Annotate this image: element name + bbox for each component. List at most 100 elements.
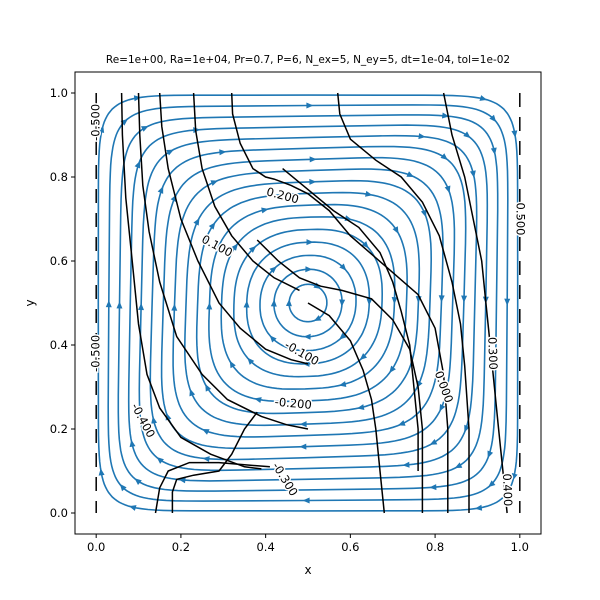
streamline-arrow bbox=[356, 404, 365, 411]
contour-line bbox=[256, 239, 424, 513]
streamline-arrow bbox=[440, 153, 448, 161]
streamline-arrow bbox=[463, 131, 471, 139]
streamline-arrow bbox=[309, 178, 317, 185]
streamline bbox=[259, 254, 357, 352]
y-tick-label: 0.6 bbox=[50, 254, 68, 268]
streamline-arrow bbox=[206, 302, 213, 310]
streamline-arrow bbox=[98, 468, 105, 476]
streamline-arrow bbox=[128, 505, 137, 511]
streamline-arrow bbox=[247, 357, 255, 365]
streamline-arrow bbox=[439, 403, 446, 412]
streamline-arrow bbox=[178, 477, 186, 484]
streamline bbox=[195, 191, 421, 415]
streamline-arrow bbox=[365, 190, 373, 197]
contour-label: -0.200 bbox=[274, 395, 312, 412]
plot-frame bbox=[74, 71, 542, 535]
y-tick-label: 0.0 bbox=[50, 506, 68, 520]
streamline-arrow bbox=[129, 439, 136, 448]
streamline-arrow bbox=[306, 102, 314, 109]
streamline-arrow bbox=[309, 156, 317, 163]
contour-line bbox=[230, 92, 449, 513]
streamline-arrow bbox=[202, 456, 210, 463]
streamline-arrow bbox=[302, 497, 310, 504]
streamline bbox=[97, 94, 519, 512]
contour-line bbox=[307, 302, 386, 514]
contour-label: 0.300 bbox=[485, 337, 500, 370]
streamline-arrow bbox=[389, 365, 396, 373]
streamline bbox=[160, 156, 456, 450]
contour-label: -0.500 bbox=[89, 335, 103, 372]
contour-line bbox=[120, 92, 262, 470]
streamline-arrow bbox=[151, 416, 158, 424]
streamline-arrow bbox=[138, 303, 145, 311]
streamline-arrow bbox=[441, 112, 450, 119]
streamline-arrow bbox=[406, 171, 415, 178]
streamline-arrow bbox=[269, 335, 277, 343]
streamline-arrow bbox=[402, 461, 410, 468]
streamline-arrow bbox=[98, 125, 105, 134]
streamline-arrow bbox=[261, 207, 269, 214]
streamline-arrow bbox=[133, 95, 142, 102]
contour-line bbox=[137, 92, 309, 430]
contour-line bbox=[192, 92, 300, 292]
streamline-arrow bbox=[156, 457, 164, 464]
streamline-arrow bbox=[141, 125, 149, 132]
streamline-arrow bbox=[134, 478, 142, 486]
streamline-arrow bbox=[490, 147, 497, 155]
streamline-arrow bbox=[105, 300, 112, 308]
streamline-arrow bbox=[119, 483, 127, 492]
streamline-arrow bbox=[339, 332, 347, 340]
streamline-arrow bbox=[299, 443, 307, 450]
streamline-arrow bbox=[392, 226, 399, 234]
y-tick-label: 0.2 bbox=[50, 422, 68, 436]
contour-line bbox=[154, 461, 270, 514]
streamline-arrow bbox=[157, 186, 164, 194]
streamline-arrow bbox=[210, 180, 219, 186]
y-axis-ticks: 0.0 0.2 0.4 0.6 0.8 1.0 bbox=[50, 86, 75, 520]
streamline-arrow bbox=[438, 295, 445, 303]
x-tick-label: 1.0 bbox=[511, 540, 529, 554]
streamline-arrow bbox=[189, 388, 196, 397]
y-tick-label: 0.8 bbox=[50, 170, 68, 184]
contour-line bbox=[336, 92, 470, 513]
streamline-arrow bbox=[511, 130, 518, 138]
streamline-arrow bbox=[469, 170, 476, 178]
streamline-arrow bbox=[270, 299, 277, 307]
streamline-arrow bbox=[313, 282, 321, 289]
streamline bbox=[183, 179, 433, 427]
y-tick-label: 1.0 bbox=[50, 86, 68, 100]
streamline-arrow bbox=[229, 360, 236, 369]
contour-label: -0.500 bbox=[89, 104, 103, 141]
streamline-arrow bbox=[429, 484, 437, 491]
x-axis-label: x bbox=[304, 563, 311, 577]
contour-label: 0.400 bbox=[500, 473, 515, 506]
streamline-arrow bbox=[418, 133, 426, 140]
streamline-arrow bbox=[429, 438, 438, 445]
streamline-arrow bbox=[461, 295, 468, 303]
contour-group bbox=[95, 92, 521, 514]
contour-label: 0.500 bbox=[513, 203, 527, 236]
streamline-arrow bbox=[205, 384, 212, 392]
streamline-arrow bbox=[339, 263, 347, 271]
streamline-arrow bbox=[166, 149, 174, 156]
streamline-arrow bbox=[391, 297, 398, 305]
y-tick-label: 0.4 bbox=[50, 338, 68, 352]
x-tick-label: 0.0 bbox=[87, 540, 105, 554]
x-tick-label: 0.2 bbox=[172, 540, 190, 554]
streamline-arrow bbox=[243, 300, 250, 308]
streamline-arrow bbox=[454, 462, 463, 469]
streamline-arrow bbox=[361, 241, 369, 249]
x-tick-label: 0.6 bbox=[341, 540, 359, 554]
streamline-arrow bbox=[171, 303, 178, 311]
streamline bbox=[149, 145, 467, 461]
contour-line bbox=[442, 92, 508, 514]
streamline-arrow bbox=[193, 218, 200, 226]
streamline-arrow bbox=[339, 299, 346, 307]
x-axis-ticks: 0.0 0.2 0.4 0.6 0.8 1.0 bbox=[87, 534, 529, 554]
streamline-arrow bbox=[306, 239, 314, 246]
streamline-arrow bbox=[208, 222, 216, 230]
streamline-arrow bbox=[420, 209, 427, 218]
streamline-arrow bbox=[338, 381, 347, 388]
